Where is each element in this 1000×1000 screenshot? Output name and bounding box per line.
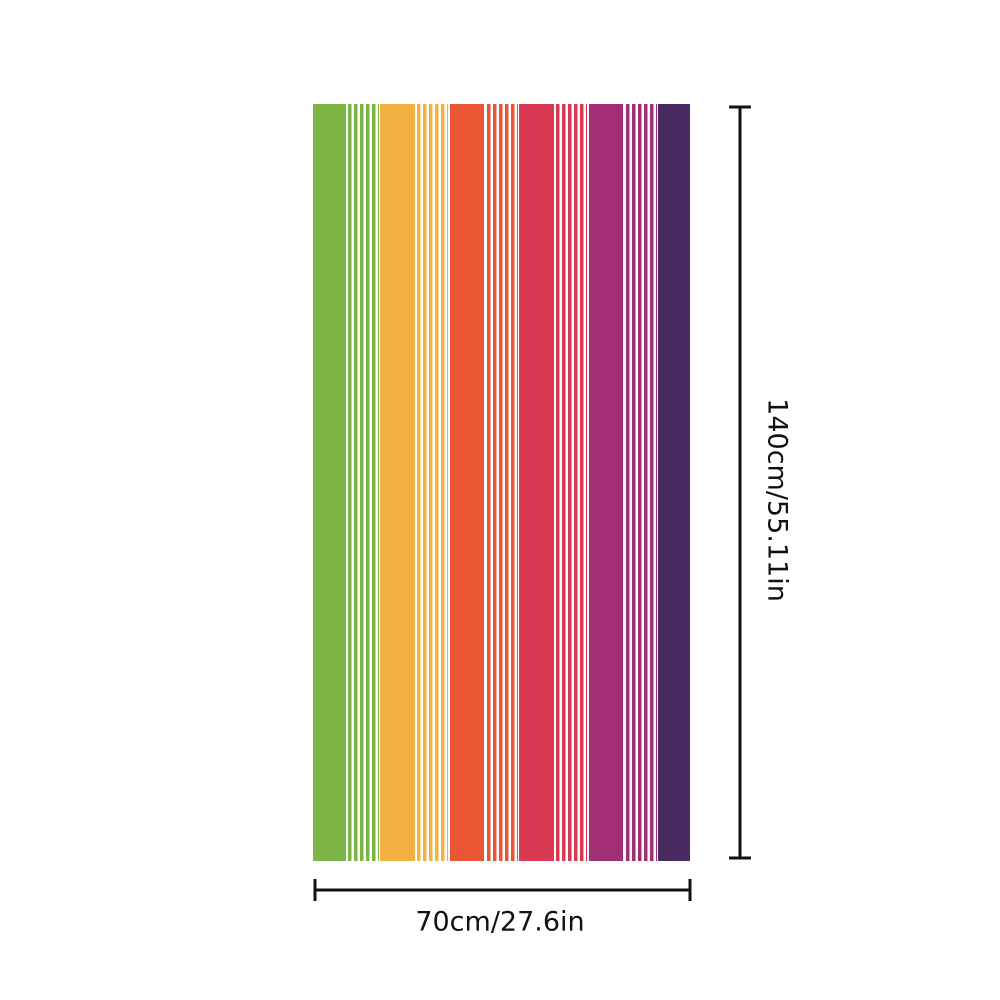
stripe bbox=[658, 104, 690, 861]
stripe bbox=[313, 104, 346, 861]
stripe bbox=[519, 104, 554, 861]
stripe bbox=[450, 104, 484, 861]
stripe bbox=[626, 104, 657, 861]
height-label: 140cm/55.11in bbox=[762, 398, 793, 602]
stripe bbox=[487, 104, 518, 861]
stripe bbox=[348, 104, 379, 861]
towel bbox=[313, 104, 690, 861]
height-dimension bbox=[729, 105, 751, 860]
stripe bbox=[589, 104, 623, 861]
stripe bbox=[556, 104, 587, 861]
width-label: 70cm/27.6in bbox=[415, 907, 584, 938]
width-dimension bbox=[313, 879, 692, 901]
stripe bbox=[380, 104, 415, 861]
stripe bbox=[417, 104, 448, 861]
